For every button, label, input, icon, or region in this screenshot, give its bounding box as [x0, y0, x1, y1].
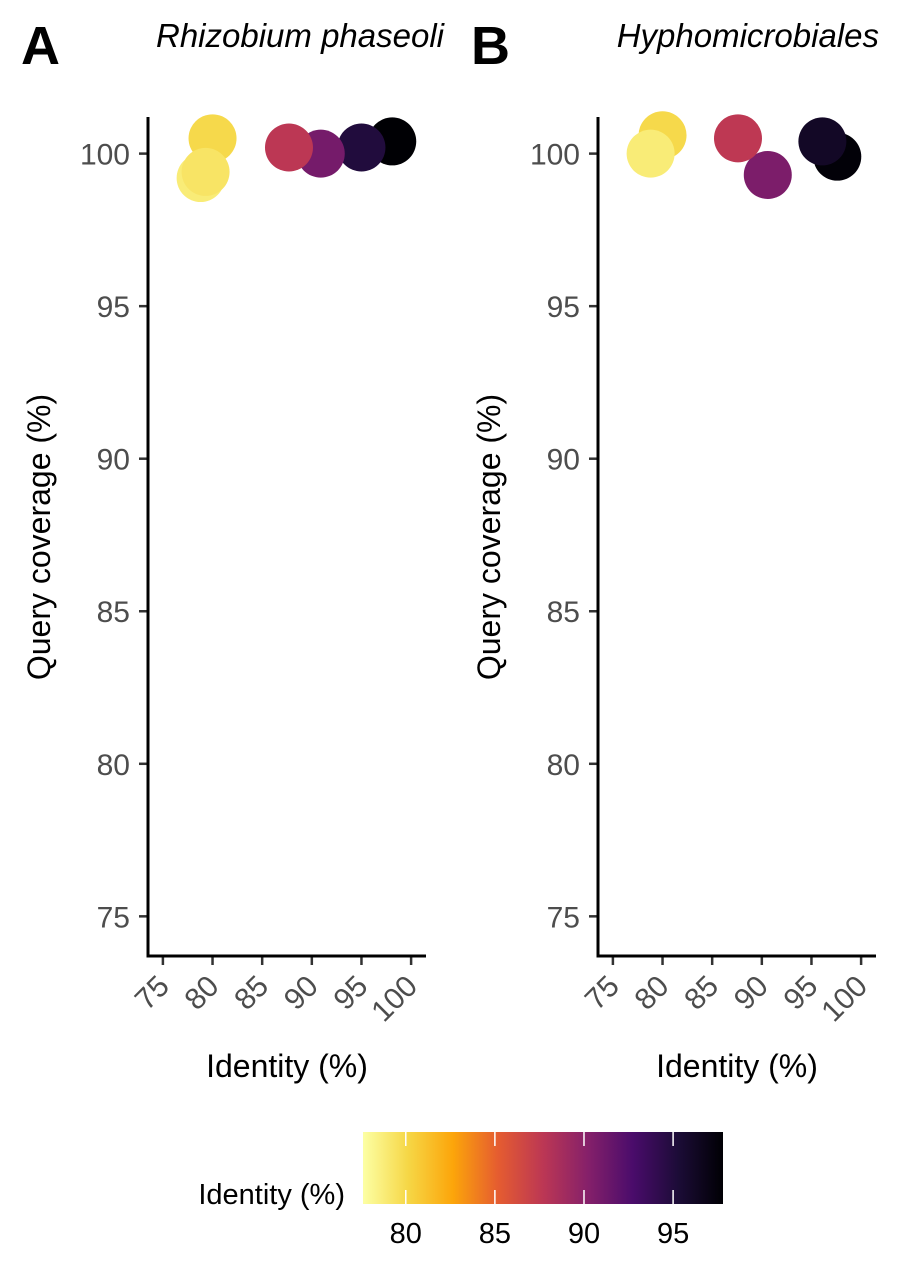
legend-tick-label: 85 — [479, 1218, 511, 1250]
panel-a-points — [176, 114, 417, 203]
y-tick-label: 95 — [97, 291, 130, 324]
panel-b-y-ticks: 75 80 85 90 95 100 — [530, 139, 598, 934]
panel-a-y-ticks: 75 80 85 90 95 100 — [80, 139, 148, 934]
panel-b-title: Hyphomicrobiales — [617, 17, 879, 54]
panel-b-x-axis-title: Identity (%) — [656, 1048, 818, 1084]
x-tick-label: 80 — [179, 970, 226, 1017]
x-tick-label: 95 — [777, 970, 824, 1017]
y-tick-label: 95 — [547, 291, 580, 324]
data-point — [713, 114, 762, 163]
panel-a-y-axis-title: Query coverage (%) — [21, 394, 57, 680]
legend-tick-label: 80 — [390, 1218, 422, 1250]
data-point — [626, 129, 675, 178]
legend-title: Identity (%) — [198, 1179, 345, 1211]
panel-a-title: Rhizobium phaseoli — [156, 17, 446, 54]
data-point — [264, 123, 313, 172]
x-tick-label: 90 — [728, 970, 775, 1017]
color-legend: Identity (%) 80 85 90 95 — [198, 1132, 723, 1250]
panel-a-x-axis-title: Identity (%) — [206, 1048, 368, 1084]
panel-a-label: A — [21, 16, 60, 76]
panel-b-y-axis-title: Query coverage (%) — [471, 394, 507, 680]
x-tick-label: 85 — [678, 970, 725, 1017]
legend-ticks: 80 85 90 95 — [390, 1132, 689, 1250]
data-point — [337, 123, 386, 172]
x-tick-label: 100 — [365, 970, 424, 1029]
x-tick-label: 100 — [815, 970, 874, 1029]
x-tick-label: 80 — [629, 970, 676, 1017]
y-tick-label: 80 — [97, 749, 130, 782]
y-tick-label: 80 — [547, 749, 580, 782]
x-tick-label: 75 — [579, 970, 626, 1017]
y-tick-label: 100 — [80, 139, 130, 172]
y-tick-label: 100 — [530, 139, 580, 172]
y-tick-label: 85 — [547, 596, 580, 629]
y-tick-label: 90 — [547, 444, 580, 477]
data-point — [181, 147, 230, 196]
y-tick-label: 90 — [97, 444, 130, 477]
data-point — [798, 117, 847, 166]
y-tick-label: 75 — [547, 901, 580, 934]
x-tick-label: 75 — [129, 970, 176, 1017]
panel-b-label: B — [471, 16, 510, 76]
x-tick-label: 95 — [327, 970, 374, 1017]
panel-b-points — [626, 111, 862, 199]
x-tick-label: 90 — [278, 970, 325, 1017]
x-tick-label: 85 — [228, 970, 275, 1017]
y-tick-label: 85 — [97, 596, 130, 629]
y-tick-label: 75 — [97, 901, 130, 934]
data-point — [743, 150, 792, 199]
legend-tick-label: 90 — [568, 1218, 600, 1250]
legend-colorbar — [363, 1132, 723, 1204]
legend-tick-label: 95 — [657, 1218, 689, 1250]
